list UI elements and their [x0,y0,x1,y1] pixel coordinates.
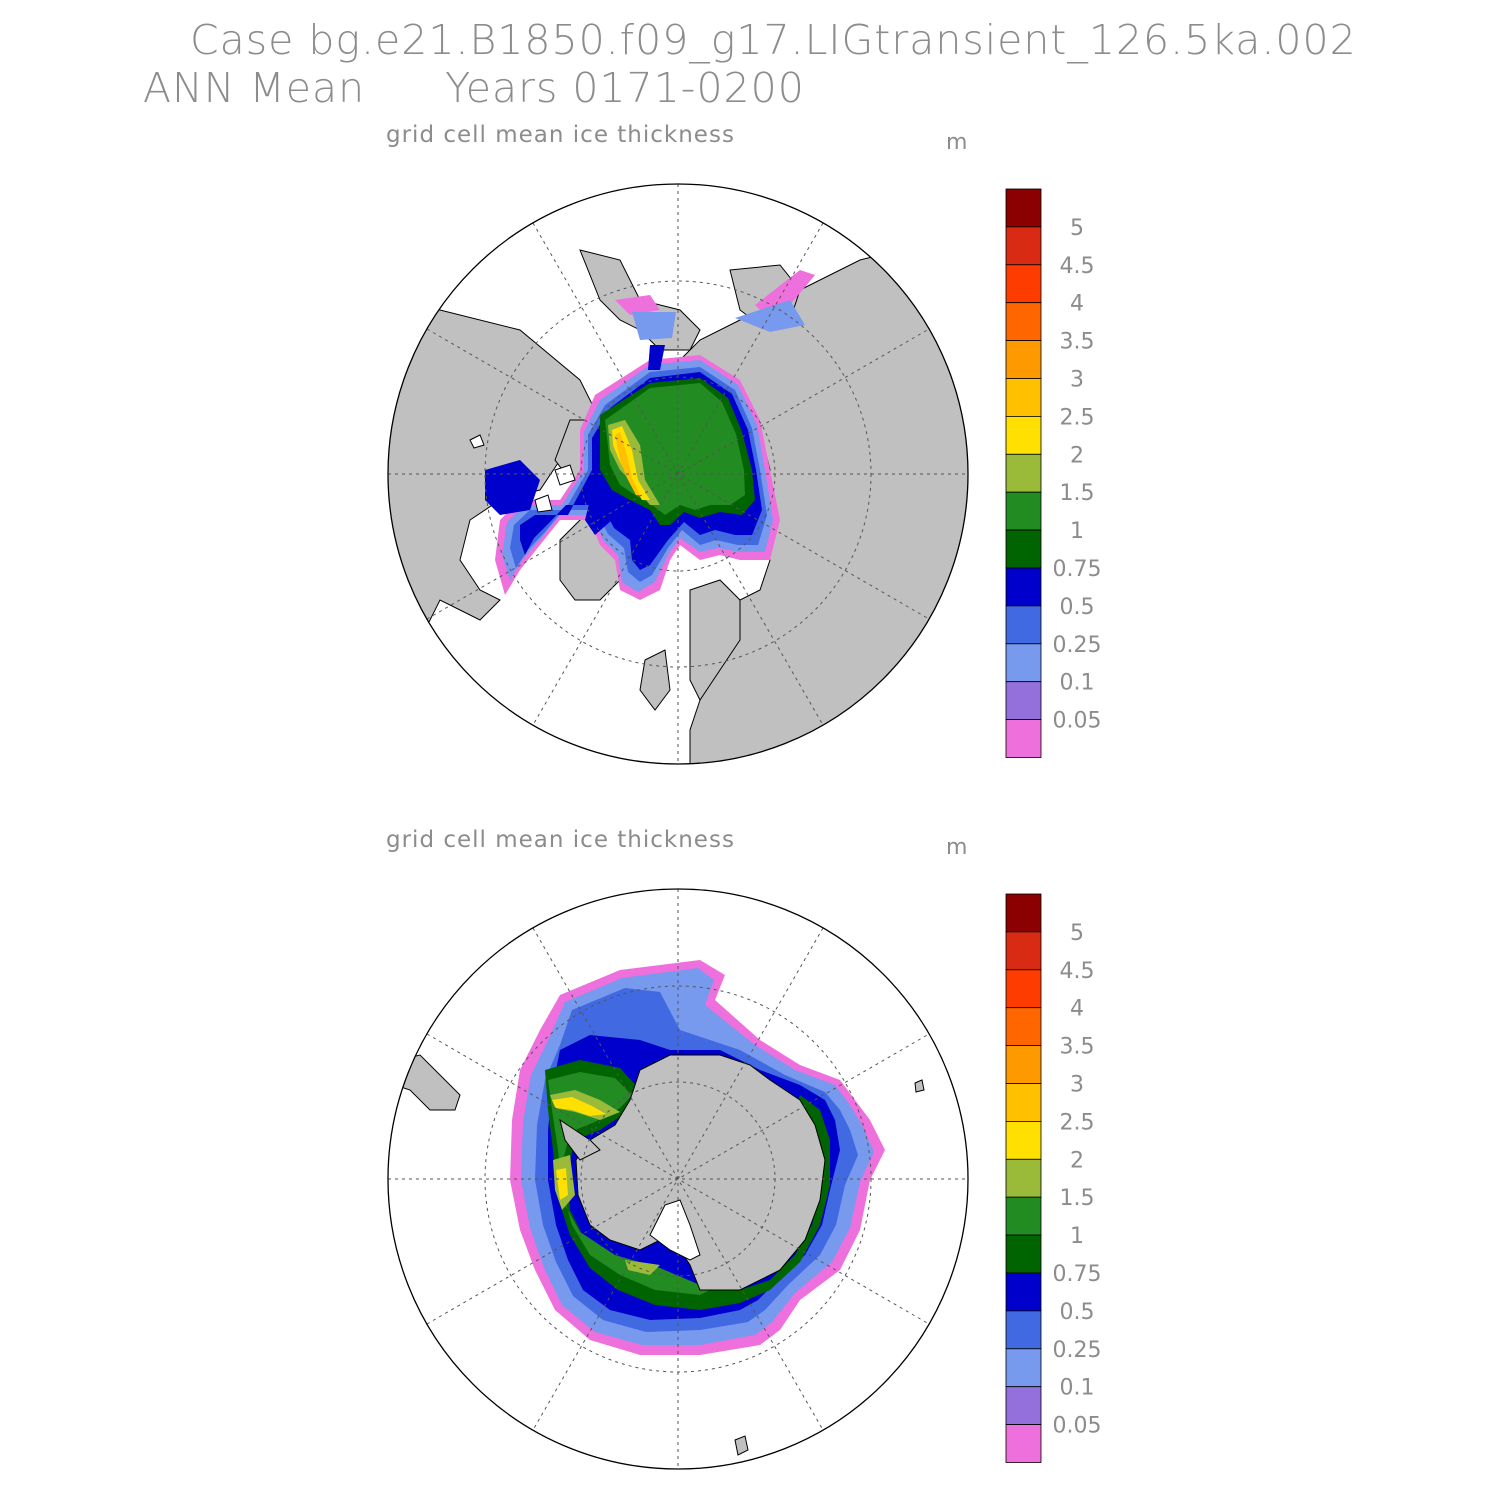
north-ice-db-hudson [485,460,540,515]
colorbar-north-label: 1 [1070,519,1084,544]
south-land-island-bottom [734,1435,749,1456]
colorbar-north-label: 0.05 [1053,709,1102,734]
colorbar-north-label: 0.1 [1060,671,1095,696]
north-ice-lb-okhotsk [632,312,676,340]
colorbar-north-swatch [1005,378,1042,417]
north-land-islands [469,434,576,513]
colorbar-south-swatch [1005,1272,1042,1312]
colorbar-south-label: 3 [1070,1073,1084,1098]
panel-title-south: grid cell mean ice thickness [386,827,735,853]
colorbar-south-swatch [1005,931,1042,971]
south-ice-25 [552,1097,606,1200]
colorbar-south-swatch [1005,1158,1042,1198]
colorbar-north-swatch [1005,302,1042,342]
colorbar-north-swatch [1005,529,1042,569]
colorbar-south-swatch [1005,1045,1042,1084]
colorbar-south-label: 2 [1070,1148,1084,1173]
period-title: ANN Mean Years 0171-0200 [143,68,805,109]
period-label: ANN Mean [143,64,366,112]
colorbar-north-label: 0.5 [1060,595,1095,620]
colorbar-north-swatch [1005,226,1042,266]
colorbar-south-swatch [1005,1121,1042,1160]
south-graticule [388,889,968,1469]
south-land-antarctica [575,1054,826,1291]
colorbar-south-label: 4.5 [1060,959,1095,984]
colorbar-north-swatch [1005,719,1042,758]
colorbar-north-swatch [1005,605,1042,645]
colorbar-north-label: 3 [1070,368,1084,393]
colorbar-south-swatch [1005,1424,1042,1463]
south-polar-map [387,888,969,1470]
colorbar-south-label: 1.5 [1060,1186,1095,1211]
colorbar-north-label: 2.5 [1060,405,1095,430]
colorbar-south-swatch [1005,1196,1042,1236]
colorbar-north-swatch [1005,188,1042,228]
colorbar-north-swatch [1005,567,1042,607]
colorbar-south-label: 0.1 [1060,1376,1095,1401]
colorbar-south: 5 4.5 4 3.5 3 2.5 2 1.5 1 0.75 0.5 0.25 0.1 0.05 [1005,893,1102,1463]
colorbar-north-swatch [1005,264,1042,304]
colorbar-north-swatch [1005,681,1042,721]
colorbar-north-label: 3.5 [1060,330,1095,355]
colorbar-south-label: 3.5 [1060,1035,1095,1060]
north-ice-db-baffin [585,495,612,535]
north-ice-lb-bering [735,300,805,332]
north-ice-3 [615,432,640,495]
south-map-border [387,888,969,1470]
colorbar-north-swatch [1005,491,1042,531]
colorbar-south-label: 5 [1070,921,1084,946]
north-land-britain [639,649,671,711]
colorbar-north-label: 2 [1070,443,1084,468]
colorbar-south-label: 0.25 [1053,1338,1102,1363]
colorbar-south-swatch [1005,893,1042,933]
colorbar-north-swatch [1005,415,1042,455]
north-graticule [388,184,968,764]
units-south: m [946,835,968,860]
colorbar-south-swatch [1005,1310,1042,1350]
north-land-europe [689,579,741,701]
colorbar-north-label: 1.5 [1060,481,1095,506]
colorbar-south-swatch [1005,1234,1042,1274]
colorbar-north-label: 4.5 [1060,254,1095,279]
case-title: Case bg.e21.B1850.f09_g17.LIGtransient_1… [190,16,1357,64]
colorbar-south-label: 0.05 [1053,1414,1102,1439]
colorbar-south-label: 0.75 [1053,1262,1102,1287]
north-map-border [387,183,969,765]
colorbar-north-label: 0.25 [1053,633,1102,658]
north-ice-pink-okhotsk [615,295,660,315]
south-ross-shelf [649,1199,701,1261]
colorbar-north-swatch [1005,340,1042,379]
colorbar-south-label: 0.5 [1060,1300,1095,1325]
colorbar-north-swatch [1005,453,1042,493]
south-land-peninsula [559,1118,601,1161]
years-label: Years 0171-0200 [445,64,805,112]
south-land-island-right [914,1079,925,1093]
colorbar-north: 5 4.5 4 3.5 3 2.5 2 1.5 1 0.75 0.5 0.25 0.1 0.05 [1005,188,1102,758]
north-ice-pink-bering [755,270,815,315]
colorbar-south-swatch [1005,1083,1042,1122]
colorbar-south-label: 1 [1070,1224,1084,1249]
north-polar-map [387,183,969,765]
colorbar-south-swatch [1005,1348,1042,1388]
colorbar-north-swatch [1005,643,1042,683]
colorbar-north-label: 0.75 [1053,557,1102,582]
colorbar-south-swatch [1005,1386,1042,1425]
colorbar-south-swatch [1005,969,1042,1009]
north-ice-db-okhotsk [648,345,665,370]
colorbar-north-label: 5 [1070,216,1084,241]
colorbar-south-swatch [1005,1007,1042,1047]
colorbar-south-label: 2.5 [1060,1110,1095,1135]
units-north: m [946,130,968,155]
panel-title-north: grid cell mean ice thickness [386,122,735,148]
colorbar-south-label: 4 [1070,997,1084,1022]
colorbar-north-label: 4 [1070,292,1084,317]
